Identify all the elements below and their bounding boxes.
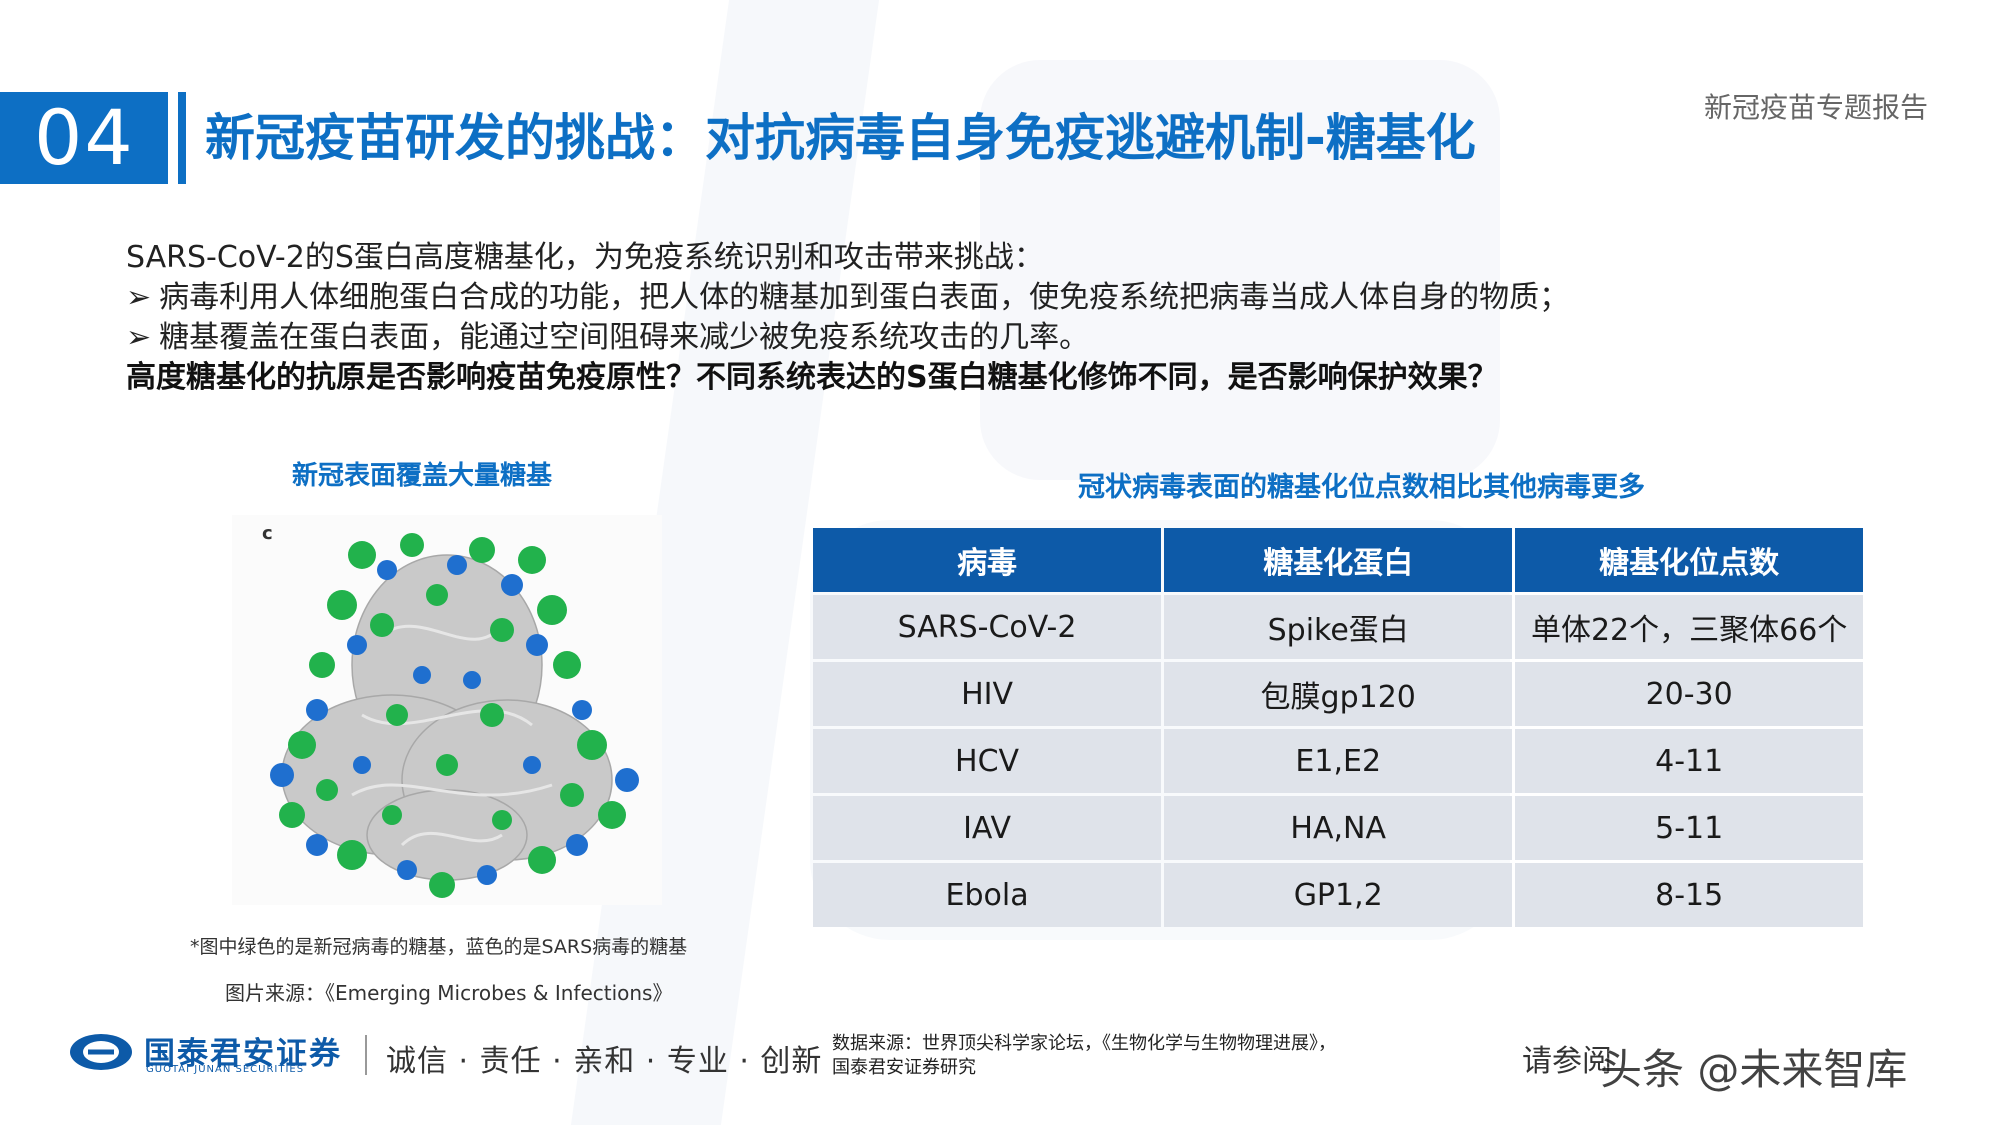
intro-question: 高度糖基化的抗原是否影响疫苗免疫原性？不同系统表达的S蛋白糖基化修饰不同，是否影… <box>126 360 1498 395</box>
column-header-glycoprotein: 糖基化蛋白 <box>1164 528 1513 592</box>
footer-divider <box>365 1035 367 1075</box>
column-header-virus: 病毒 <box>813 528 1162 592</box>
table-cell: 20-30 <box>1515 662 1863 726</box>
company-motto: 诚信 · 责任 · 亲和 · 专业 · 创新 <box>386 1044 823 1079</box>
table-cell: 5-11 <box>1515 796 1863 860</box>
figure-note: *图中绿色的是新冠病毒的糖基，蓝色的是SARS病毒的糖基 <box>190 936 688 958</box>
table-cell: 单体22个，三聚体66个 <box>1515 595 1863 659</box>
column-header-site-count: 糖基化位点数 <box>1515 528 1863 592</box>
intro-bullet: ➢ 病毒利用人体细胞蛋白合成的功能，把人体的糖基加到蛋白表面，使免疫系统把病毒当成… <box>126 280 1570 315</box>
figure-source: 图片来源：《Emerging Microbes & Infections》 <box>225 981 673 1005</box>
report-tag: 新冠疫苗专题报告 <box>1703 91 1928 124</box>
glycosylation-table: 病毒 糖基化蛋白 糖基化位点数 SARS-CoV-2 Spike蛋白 单体22个… <box>810 525 1866 930</box>
section-number-badge: 04 <box>0 92 168 184</box>
disclaimer-text: 请参阅 <box>1522 1044 1612 1079</box>
table-cell: GP1,2 <box>1164 863 1513 927</box>
table-cell: E1,E2 <box>1164 729 1513 793</box>
spike-protein-glycan-image: c <box>262 523 639 898</box>
intro-lead: SARS-CoV-2的S蛋白高度糖基化，为免疫系统识别和攻击带来挑战： <box>126 240 1044 275</box>
table-row: SARS-CoV-2 Spike蛋白 单体22个，三聚体66个 <box>813 595 1863 659</box>
figure-panel-label: c <box>262 523 273 544</box>
title-accent-bar <box>178 92 186 184</box>
page-title: 新冠疫苗研发的挑战：对抗病毒自身免疫逃避机制-糖基化 <box>205 109 1476 167</box>
glycan-structure-figure: c <box>232 515 662 905</box>
table-row: Ebola GP1,2 8-15 <box>813 863 1863 927</box>
table-cell: 8-15 <box>1515 863 1863 927</box>
table-cell: 4-11 <box>1515 729 1863 793</box>
table-cell: HIV <box>813 662 1162 726</box>
table-row: HCV E1,E2 4-11 <box>813 729 1863 793</box>
intro-bullet: ➢ 糖基覆盖在蛋白表面，能通过空间阻碍来减少被免疫系统攻击的几率。 <box>126 320 1090 355</box>
table-cell: 包膜gp120 <box>1164 662 1513 726</box>
bullet-arrow-icon: ➢ <box>126 320 152 355</box>
table-caption: 冠状病毒表面的糖基化位点数相比其他病毒更多 <box>1078 472 1645 503</box>
table-cell: HCV <box>813 729 1162 793</box>
watermark: 头条 @未来智库 <box>1600 1045 1908 1094</box>
company-name-en: GUOTAI JUNAN SECURITIES <box>146 1064 305 1075</box>
table-cell: Ebola <box>813 863 1162 927</box>
company-logo-icon <box>70 1034 132 1070</box>
table-cell: SARS-CoV-2 <box>813 595 1162 659</box>
table-cell: HA,NA <box>1164 796 1513 860</box>
table-header-row: 病毒 糖基化蛋白 糖基化位点数 <box>813 528 1863 592</box>
data-source: 数据来源：世界顶尖科学家论坛，《生物化学与生物物理进展》， 国泰君安证券研究 <box>832 1033 1336 1078</box>
company-name: 国泰君安证券 <box>144 1036 342 1072</box>
table-cell: IAV <box>813 796 1162 860</box>
intro-text: SARS-CoV-2的S蛋白高度糖基化，为免疫系统识别和攻击带来挑战： ➢ 病毒利… <box>126 238 1926 398</box>
table-row: IAV HA,NA 5-11 <box>813 796 1863 860</box>
bullet-arrow-icon: ➢ <box>126 280 152 315</box>
table-row: HIV 包膜gp120 20-30 <box>813 662 1863 726</box>
figure-caption: 新冠表面覆盖大量糖基 <box>292 461 553 491</box>
table-cell: Spike蛋白 <box>1164 595 1513 659</box>
